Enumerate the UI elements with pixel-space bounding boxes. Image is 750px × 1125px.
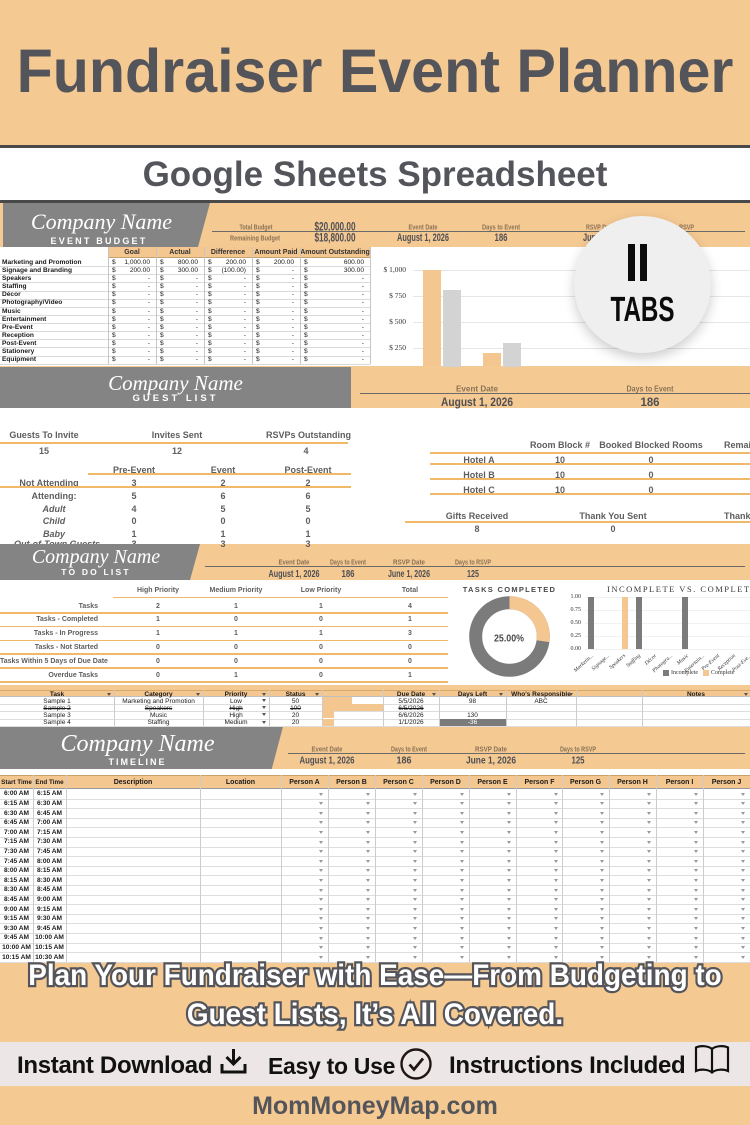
svg-text:$20,000.00: $20,000.00 — [315, 221, 356, 233]
svg-text:TABS: TABS — [611, 290, 675, 329]
svg-text:Remaining Budget: Remaining Budget — [230, 236, 281, 243]
svg-text:125: 125 — [572, 755, 585, 766]
svg-text:$18,800.00: $18,800.00 — [315, 233, 356, 245]
svg-text:Days to Event: Days to Event — [391, 747, 428, 754]
svg-text:186: 186 — [397, 755, 412, 766]
svg-text:Days to RSVP: Days to RSVP — [560, 747, 596, 754]
svg-text:Event Date: Event Date — [279, 560, 310, 567]
svg-text:Event Date: Event Date — [312, 747, 343, 754]
svg-text:August 1, 2026: August 1, 2026 — [300, 755, 355, 766]
svg-text:RSVP Date: RSVP Date — [586, 224, 614, 231]
svg-text:June 1, 2026: June 1, 2026 — [388, 568, 430, 580]
svg-text:Event Date: Event Date — [456, 384, 499, 393]
svg-text:Total Budget: Total Budget — [240, 224, 274, 231]
svg-text:August 1, 2026: August 1, 2026 — [397, 232, 449, 244]
svg-text:Days to Event: Days to Event — [482, 224, 521, 231]
svg-text:RSVP Date: RSVP Date — [393, 560, 425, 567]
svg-text:Event Date: Event Date — [409, 224, 438, 231]
svg-text:186: 186 — [342, 568, 355, 580]
svg-text:August 1, 2026: August 1, 2026 — [269, 568, 320, 580]
svg-text:Days to RSVP: Days to RSVP — [455, 560, 491, 567]
svg-text:RSVP Date: RSVP Date — [475, 747, 507, 754]
svg-text:125: 125 — [467, 568, 479, 580]
svg-text:August 1, 2026: August 1, 2026 — [441, 395, 513, 409]
svg-text:Days to Event: Days to Event — [330, 560, 367, 567]
svg-text:25.00%: 25.00% — [494, 633, 525, 645]
svg-text:186: 186 — [641, 395, 660, 409]
svg-text:June 1, 2026: June 1, 2026 — [466, 755, 516, 766]
svg-text:Days to Event: Days to Event — [627, 384, 674, 393]
svg-text:186: 186 — [495, 232, 508, 244]
